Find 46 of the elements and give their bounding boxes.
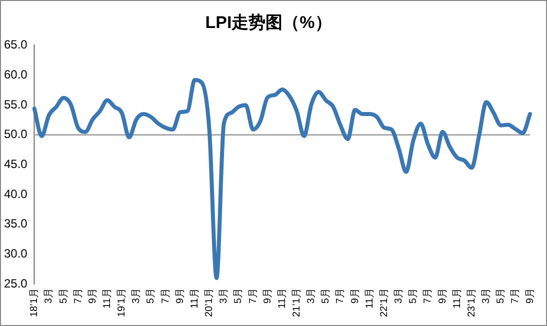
y-tick-label: 35.0 xyxy=(4,216,28,231)
y-tick-label: 30.0 xyxy=(4,246,28,261)
chart-title: LPI走势图（%） xyxy=(205,12,332,32)
y-tick-label: 40.0 xyxy=(4,186,28,201)
x-tick-label: 9月 xyxy=(174,288,186,304)
x-tick-label: 3月 xyxy=(44,288,55,304)
y-tick-label: 55.0 xyxy=(4,97,28,112)
x-tick-label: 11月 xyxy=(189,288,200,308)
x-tick-label: 11月 xyxy=(102,288,113,308)
y-tick-label: 60.0 xyxy=(4,68,28,82)
x-tick-label: 7月 xyxy=(72,288,84,304)
x-tick-label: 5月 xyxy=(320,288,332,304)
x-tick-label: 3月 xyxy=(218,288,230,304)
x-tick-label: 22’1月 xyxy=(378,288,390,317)
y-tick-label: 45.0 xyxy=(4,157,28,172)
x-tick-label: 3月 xyxy=(481,288,492,304)
x-tick-label: 3月 xyxy=(306,288,318,304)
x-tick-label: 3月 xyxy=(131,288,142,304)
x-tick-label: 5月 xyxy=(233,288,244,304)
x-tick-label: 9月 xyxy=(87,288,98,304)
x-tick-label: 9月 xyxy=(524,288,536,304)
x-tick-label: 5月 xyxy=(496,288,507,304)
x-tick-label: 9月 xyxy=(262,288,274,304)
x-tick-label: 7月 xyxy=(248,288,259,304)
x-tick-label: 21’1月 xyxy=(292,288,303,317)
x-tick-label: 23’1月 xyxy=(466,288,478,317)
x-tick-label: 9月 xyxy=(437,288,448,304)
x-tick-label: 7月 xyxy=(335,288,346,304)
x-tick-label: 5月 xyxy=(408,288,420,304)
x-tick-label: 20’1月 xyxy=(204,288,216,317)
x-tick-label: 7月 xyxy=(510,288,522,304)
x-tick-label: 19’1月 xyxy=(116,288,128,317)
x-tick-label: 18’1月 xyxy=(29,288,40,317)
x-tick-label: 5月 xyxy=(58,288,70,304)
line-series xyxy=(32,78,532,280)
y-tick-label: 50.0 xyxy=(4,127,28,142)
y-tick-label: 25.0 xyxy=(4,276,28,290)
x-tick-label: 11月 xyxy=(364,288,376,308)
x-tick-label: 9月 xyxy=(350,288,361,304)
x-tick-label: 3月 xyxy=(394,288,405,304)
y-tick-label: 65.0 xyxy=(4,38,28,52)
x-tick-label: 7月 xyxy=(422,288,434,304)
x-tick-label: 5月 xyxy=(146,288,157,304)
x-tick-label: 11月 xyxy=(452,288,463,308)
x-tick-label: 7月 xyxy=(160,288,172,304)
x-tick-label: 11月 xyxy=(276,288,288,308)
